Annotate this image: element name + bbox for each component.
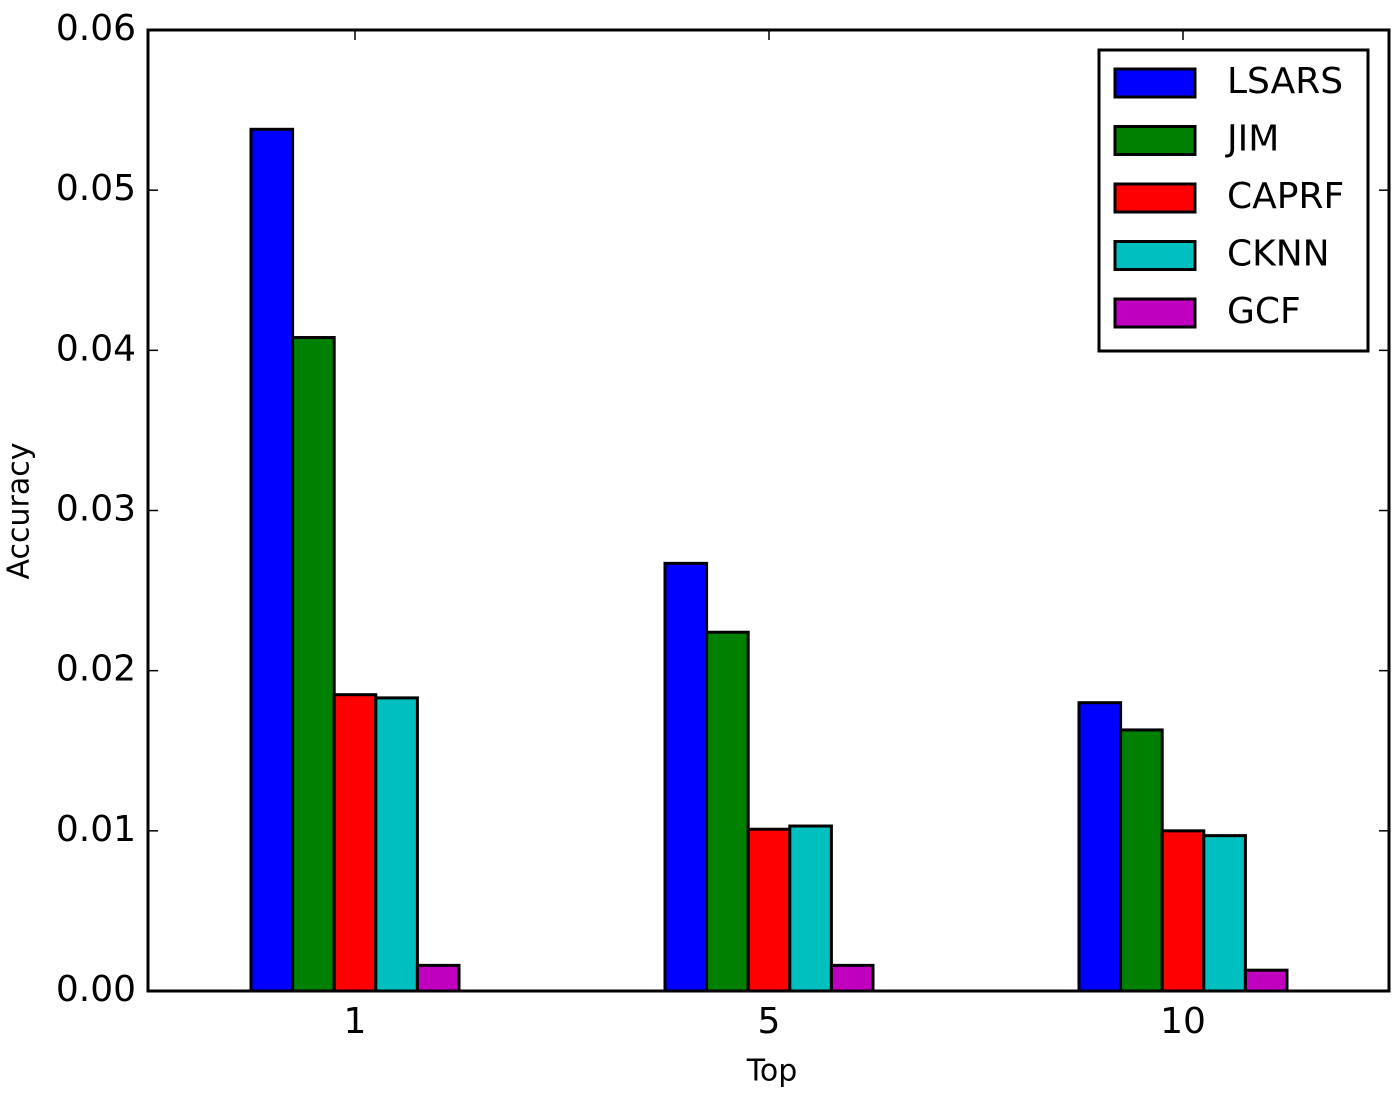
bar — [1243, 968, 1289, 993]
bar — [788, 824, 833, 993]
legend-label: JIM — [1225, 119, 1279, 160]
legend-label: CKNN — [1227, 234, 1330, 275]
bar — [746, 827, 792, 993]
y-axis-label: Accuracy — [2, 443, 37, 580]
legend-swatch — [1113, 182, 1197, 214]
bar — [374, 696, 419, 993]
y-tick-label: 0.00 — [56, 969, 136, 1010]
legend-swatch — [1113, 67, 1197, 99]
legend-label: CAPRF — [1227, 176, 1344, 217]
y-tick-label: 0.06 — [56, 8, 136, 49]
y-tick-label: 0.04 — [56, 328, 136, 369]
bar — [829, 963, 875, 993]
bar — [1202, 834, 1247, 993]
plot-frame — [146, 28, 1391, 993]
x-tick-label: 1 — [344, 1001, 367, 1042]
y-tick-label: 0.05 — [56, 168, 136, 209]
bar — [1119, 728, 1164, 993]
bar — [291, 336, 336, 993]
bar — [1160, 829, 1206, 993]
legend-swatch — [1113, 125, 1197, 156]
bar — [705, 630, 750, 993]
x-tick-label: 5 — [758, 1001, 781, 1042]
legend-label: GCF — [1227, 291, 1301, 332]
bar — [332, 693, 378, 993]
y-tick-label: 0.02 — [56, 649, 136, 690]
bar — [1077, 701, 1123, 993]
x-axis-label: Top — [746, 1054, 798, 1089]
x-tick-label: 10 — [1160, 1001, 1206, 1042]
bar — [415, 963, 461, 993]
y-tick-label: 0.01 — [56, 809, 136, 850]
legend-swatch — [1113, 240, 1197, 271]
legend-label: LSARS — [1227, 61, 1343, 102]
y-tick-label: 0.03 — [56, 489, 136, 530]
legend-swatch — [1113, 297, 1197, 329]
bar — [663, 561, 709, 993]
bar — [249, 127, 295, 993]
